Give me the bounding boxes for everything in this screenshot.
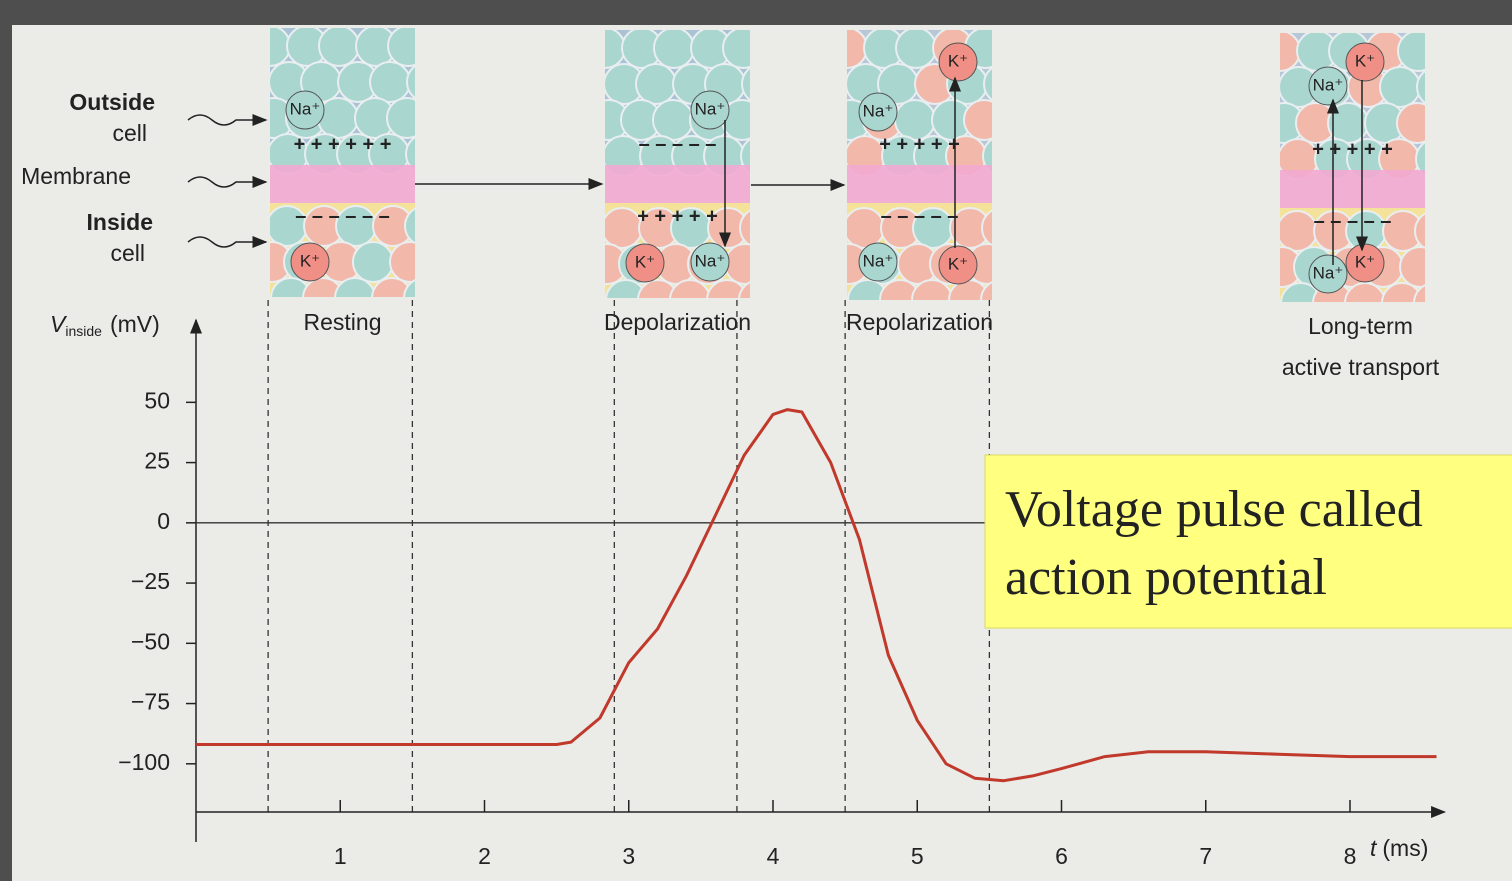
membrane <box>847 165 992 203</box>
x-tick-label: 8 <box>1344 843 1357 869</box>
panel-label: Resting <box>304 309 382 335</box>
ion-label: K⁺ <box>948 51 968 70</box>
figure: Outside cell Membrane Inside cell + + + … <box>0 0 1512 881</box>
panel-label: Long-term <box>1308 313 1413 339</box>
y-tick-label: −100 <box>118 749 170 775</box>
x-tick-label: 7 <box>1199 843 1212 869</box>
panel-label: Repolarization <box>846 309 993 335</box>
y-label-part: inside <box>65 323 102 339</box>
charges: – – – – – <box>1314 210 1392 232</box>
ion-label: Na⁺ <box>290 99 321 118</box>
ion-label: Na⁺ <box>863 101 894 120</box>
ion-label: K⁺ <box>300 251 320 270</box>
x-tick-label: 2 <box>478 843 491 869</box>
ion-label: K⁺ <box>1355 252 1375 271</box>
ion-label: Na⁺ <box>695 99 726 118</box>
ion-bg <box>1380 67 1420 107</box>
y-tick-label: 0 <box>157 508 170 534</box>
charges: – – – – – – <box>295 205 390 227</box>
y-tick-label: −75 <box>131 689 170 715</box>
ion-bg <box>636 64 676 104</box>
y-tick-label: 50 <box>144 387 170 413</box>
ion-bg <box>319 26 359 66</box>
charges: + + + + + <box>1312 138 1393 160</box>
ion-bg <box>844 208 884 248</box>
ion-label: Na⁺ <box>1313 75 1344 94</box>
charges: + + + + + <box>879 133 960 155</box>
x-tick-label: 1 <box>334 843 347 869</box>
panel-label: active transport <box>1282 354 1440 380</box>
callout-line: Voltage pulse called <box>1005 481 1423 538</box>
panel-label: Depolarization <box>604 309 751 335</box>
x-tick-label: 4 <box>767 843 780 869</box>
ion-label: K⁺ <box>1355 51 1375 70</box>
x-tick-label: 6 <box>1055 843 1068 869</box>
label-inside: Inside <box>87 209 153 235</box>
y-tick-label: −25 <box>131 568 170 594</box>
y-tick-label: 25 <box>144 448 170 474</box>
label-inside-sub: cell <box>110 240 145 266</box>
x-tick-label: 3 <box>622 843 635 869</box>
ion-bg <box>896 28 936 68</box>
ion-label: Na⁺ <box>695 251 726 270</box>
membrane <box>270 165 415 203</box>
ion-bg <box>602 208 642 248</box>
label-membrane: Membrane <box>21 163 131 189</box>
charges: – – – – – <box>881 205 959 227</box>
ion-label: Na⁺ <box>863 251 894 270</box>
membrane <box>605 165 750 203</box>
ion-bg <box>370 62 410 102</box>
y-tick-label: −50 <box>131 628 170 654</box>
x-tick-label: 5 <box>911 843 924 869</box>
ion-bg <box>654 28 694 68</box>
ion-label: K⁺ <box>635 252 655 271</box>
ion-bg <box>1277 211 1317 251</box>
charges: + + + + + <box>637 205 718 227</box>
ion-bg <box>318 98 358 138</box>
y-label-part: (mV) <box>110 311 160 337</box>
label-outside: Outside <box>69 89 155 115</box>
callout-line: action potential <box>1005 549 1327 606</box>
callout: Voltage pulse called action potential <box>985 455 1512 628</box>
ion-label: K⁺ <box>948 254 968 273</box>
ion-label: Na⁺ <box>1313 263 1344 282</box>
membrane <box>1280 170 1425 208</box>
charges: + + + + + + <box>294 133 392 155</box>
label-outside-sub: cell <box>112 120 147 146</box>
x-label-part: (ms) <box>1382 835 1428 861</box>
ion-bg <box>353 242 393 282</box>
charges: – – – – – <box>639 133 717 155</box>
